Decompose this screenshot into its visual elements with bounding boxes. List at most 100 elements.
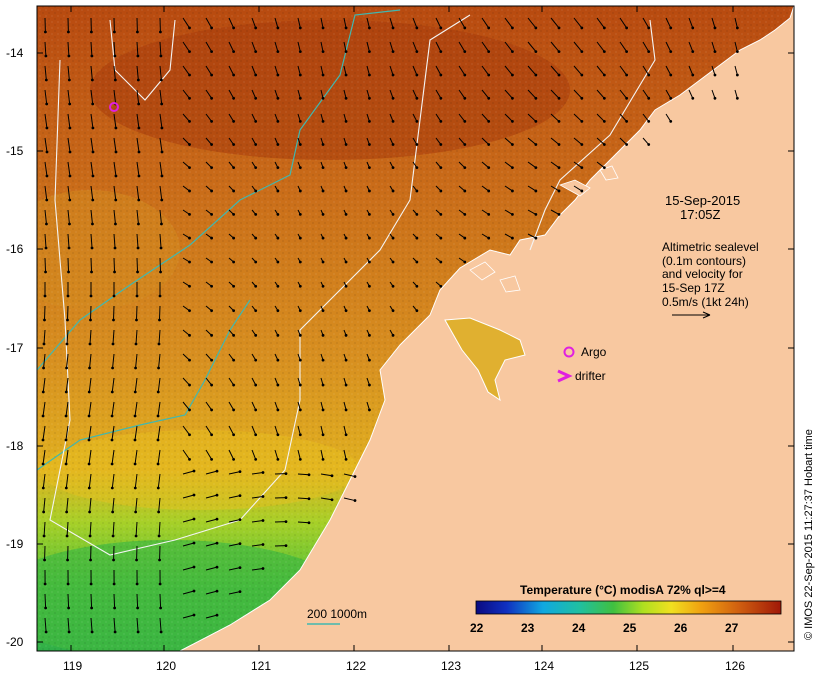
velocity-vector-head [232, 284, 236, 288]
velocity-vector [65, 401, 69, 417]
velocity-vector-head [210, 383, 213, 387]
velocity-vector-head [232, 73, 236, 77]
velocity-vector-head [188, 236, 191, 240]
velocity-vector [136, 185, 140, 201]
velocity-vector-head [415, 73, 419, 77]
velocity-vector-head [298, 143, 302, 146]
velocity-vector [159, 257, 162, 273]
velocity-vector-head [321, 96, 325, 100]
velocity-vector-head [439, 212, 443, 216]
velocity-vector [527, 233, 537, 239]
lat-axis: -14 -15 -16 -17 -18 -19 -20 [6, 46, 794, 649]
velocity-vector-head [210, 96, 213, 100]
velocity-vector-head [557, 26, 561, 30]
velocity-vector-head [625, 50, 629, 53]
velocity-vector [159, 617, 162, 633]
velocity-vector-head [557, 96, 561, 100]
velocity-arrows [41, 17, 739, 634]
velocity-vector [67, 161, 71, 177]
velocity-vector-head [463, 143, 467, 146]
velocity-vector-head [215, 613, 219, 617]
velocity-vector-head [232, 96, 236, 100]
velocity-vector-head [298, 408, 302, 412]
velocity-vector [90, 113, 94, 129]
velocity-vector [205, 425, 213, 435]
velocity-vector [366, 41, 370, 52]
velocity-vector-head [215, 517, 219, 521]
velocity-vector [159, 89, 163, 105]
velocity-vector [112, 329, 115, 345]
velocity-vector-head [463, 260, 467, 264]
velocity-vector [435, 17, 442, 29]
velocity-vector-head [65, 342, 69, 346]
velocity-vector [343, 89, 347, 99]
velocity-vector-head [89, 30, 93, 34]
velocity-vector-head [232, 26, 236, 30]
velocity-vector [67, 209, 70, 225]
velocity-vector-head [261, 543, 265, 546]
velocity-vector-head [91, 102, 95, 106]
velocity-vector-head [557, 166, 561, 170]
lat-tick-label: -20 [6, 635, 24, 649]
velocity-vector-head [192, 469, 196, 473]
velocity-vector-head [210, 26, 213, 30]
velocity-vector-head [89, 294, 93, 298]
velocity-vector-head [238, 542, 242, 546]
velocity-vector-head [276, 120, 280, 123]
lon-tick-label: 126 [725, 659, 745, 673]
velocity-vector-head [254, 260, 258, 264]
velocity-vector [366, 65, 370, 76]
velocity-vector-head [232, 358, 236, 362]
velocity-vector-head [91, 174, 95, 178]
velocity-vector [136, 41, 139, 57]
velocity-vector [90, 209, 93, 225]
velocity-vector-head [321, 120, 325, 123]
velocity-vector-head [66, 318, 69, 322]
velocity-vector [711, 89, 716, 99]
velocity-vector [527, 65, 537, 76]
velocity-vector-head [136, 78, 140, 82]
velocity-vector-head [254, 457, 258, 461]
velocity-vector [205, 470, 218, 475]
velocity-vector [504, 233, 513, 239]
velocity-vector-head [90, 270, 93, 274]
sealevel-contour [49, 14, 471, 556]
velocity-vector-head [42, 342, 46, 346]
velocity-vector-head [391, 189, 395, 193]
velocity-vector-head [65, 510, 69, 514]
velocity-vector-head [487, 166, 491, 170]
velocity-vector-head [188, 260, 191, 264]
velocity-vector-head [133, 414, 137, 418]
velocity-vector-head [344, 26, 348, 30]
velocity-vector [88, 449, 92, 465]
velocity-vector [42, 425, 46, 441]
velocity-vector [481, 65, 490, 76]
velocity-vector-head [511, 50, 514, 53]
velocity-vector [665, 113, 672, 122]
velocity-vector-head [580, 50, 584, 53]
velocity-vector-head [511, 73, 514, 77]
velocity-vector [90, 65, 93, 81]
velocity-vector-head [210, 433, 213, 437]
velocity-vector [619, 113, 627, 122]
velocity-vector-head [188, 433, 191, 437]
velocity-vector-head [276, 96, 280, 100]
velocity-vector-head [42, 510, 46, 514]
velocity-vector [135, 353, 138, 369]
velocity-vector [112, 305, 115, 321]
velocity-vector-head [87, 438, 91, 442]
velocity-vector [44, 137, 48, 153]
velocity-vector-head [44, 246, 48, 250]
velocity-vector [228, 567, 241, 571]
velocity-vector-head [391, 143, 395, 146]
sealevel-contour-3 [529, 19, 656, 251]
velocity-vector [642, 113, 650, 122]
velocity-vector-head [511, 212, 514, 216]
velocity-vector-head [90, 630, 94, 634]
velocity-vector [135, 497, 138, 513]
velocity-vector-head [415, 189, 419, 193]
velocity-vector-head [254, 358, 258, 362]
velocity-vector-head [439, 284, 443, 288]
velocity-vector-head [41, 486, 45, 490]
velocity-vector [158, 305, 161, 321]
